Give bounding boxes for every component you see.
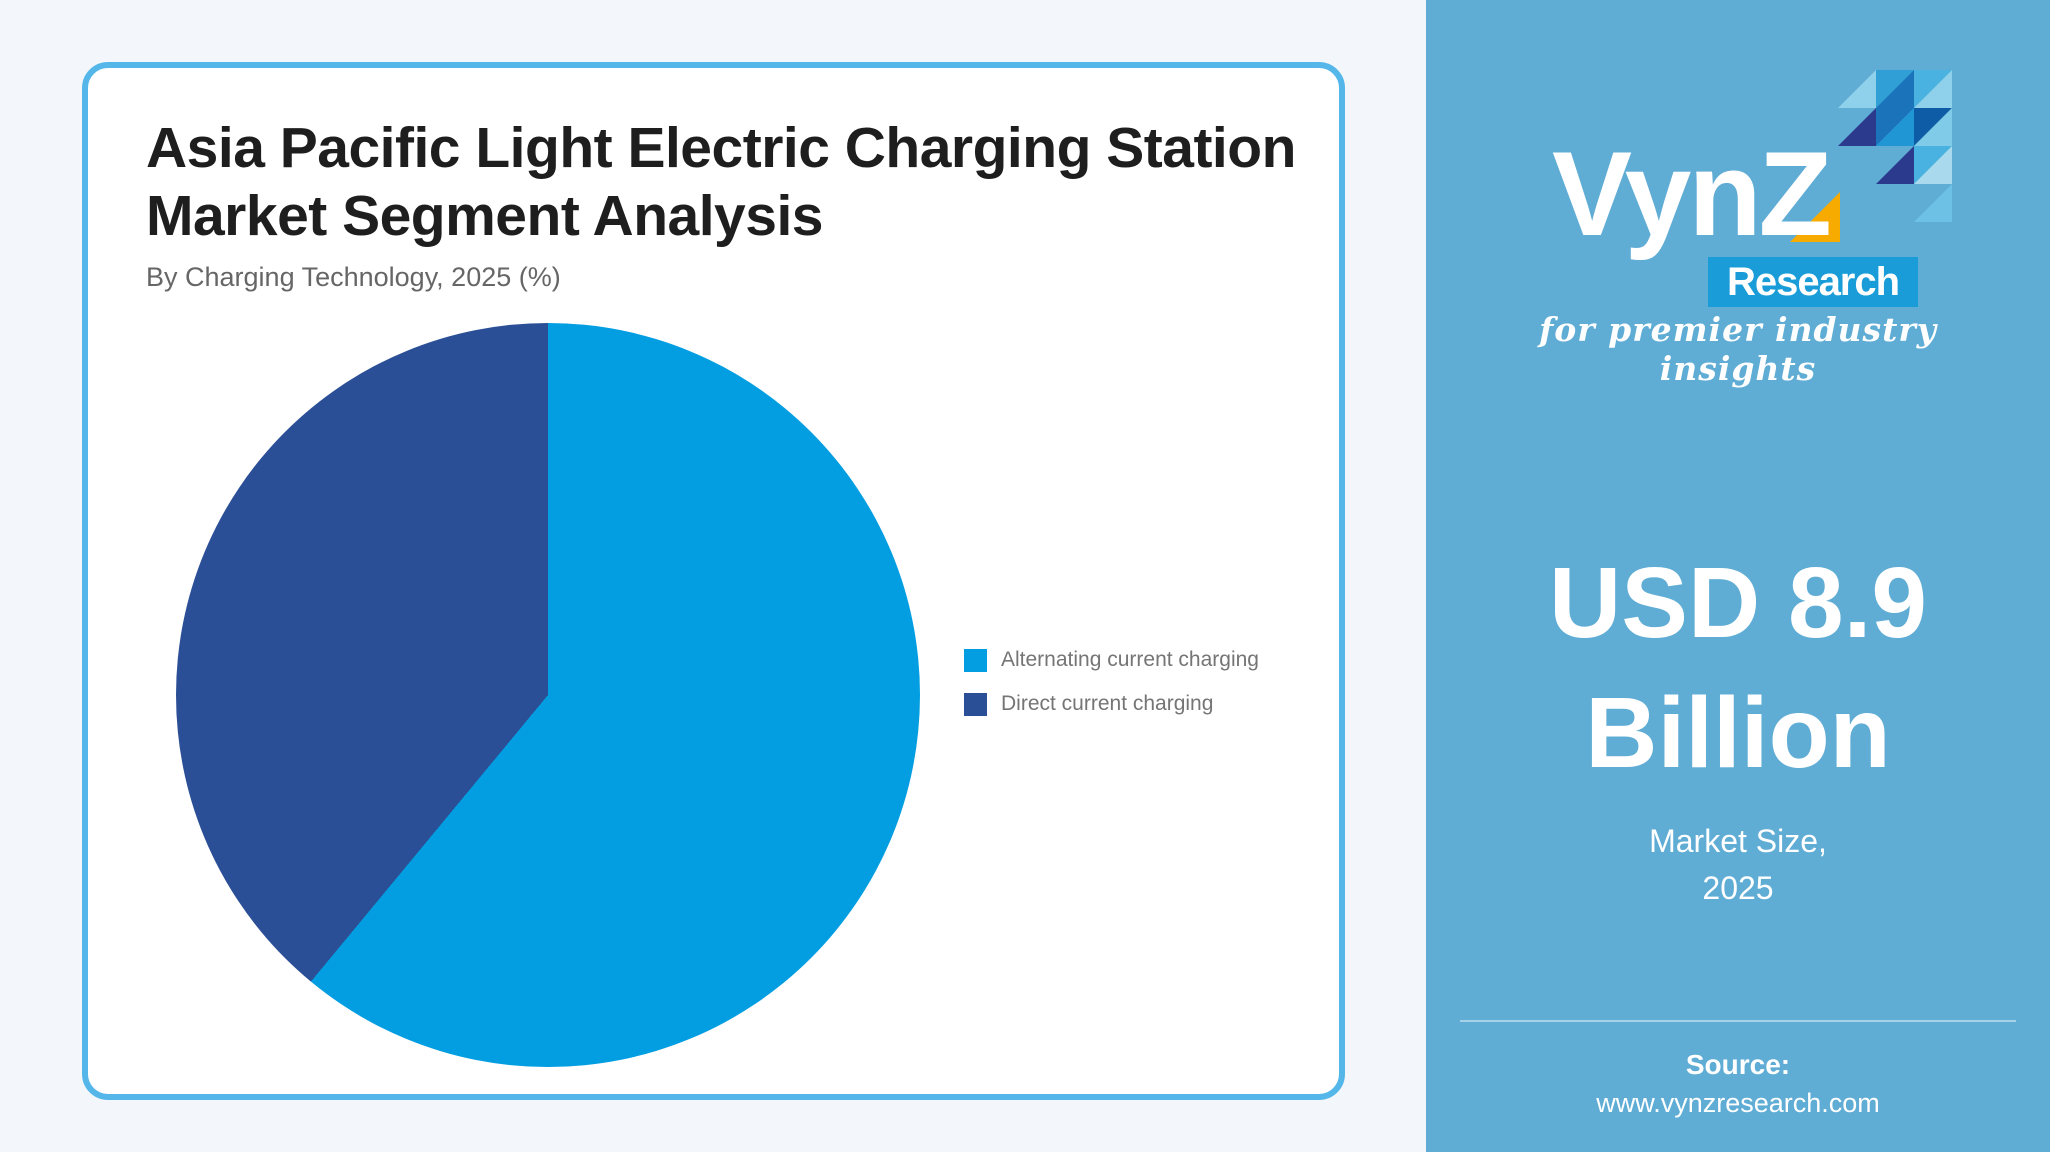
vynz-research-logo: VynZ Research for premier industry insig… — [1518, 66, 1958, 388]
legend-swatch-icon — [964, 692, 987, 716]
logo-z-accent-triangle-icon — [1790, 192, 1840, 242]
logo-research-bar: Research — [1708, 257, 1918, 307]
market-size-caption-line1: Market Size, — [1649, 823, 1827, 859]
legend: Alternating current charging Direct curr… — [964, 648, 1259, 736]
legend-swatch-icon — [964, 648, 987, 672]
source-label: Source: — [1685, 1049, 1791, 1080]
market-size-caption-line2: 2025 — [1702, 870, 1774, 906]
logo-tagline: for premier industry insights — [1539, 310, 1937, 388]
logo-wordmark: VynZ — [1552, 127, 1832, 261]
legend-label: Direct current charging — [1001, 692, 1214, 715]
source-block: Source: www.vynzresearch.com — [1426, 1046, 2050, 1122]
source-url-link[interactable]: www.vynzresearch.com — [1596, 1088, 1880, 1118]
market-size-value: USD 8.9 Billion — [1549, 547, 1927, 789]
chart-card: Asia Pacific Light Electric Charging Sta… — [82, 62, 1345, 1100]
panel-divider — [1460, 1020, 2016, 1022]
chart-title: Asia Pacific Light Electric Charging Sta… — [146, 116, 1296, 248]
market-size-caption: Market Size, 2025 — [1426, 818, 2050, 912]
legend-label: Alternating current charging — [1001, 648, 1259, 671]
brand-panel: VynZ Research for premier industry insig… — [1426, 0, 2050, 1152]
legend-item-direct-current: Direct current charging — [964, 692, 1259, 716]
legend-item-alternating-current: Alternating current charging — [964, 648, 1259, 672]
pie-chart — [176, 323, 920, 1067]
logo-mosaic-icon — [1838, 70, 1952, 222]
chart-subtitle: By Charging Technology, 2025 (%) — [146, 262, 561, 292]
